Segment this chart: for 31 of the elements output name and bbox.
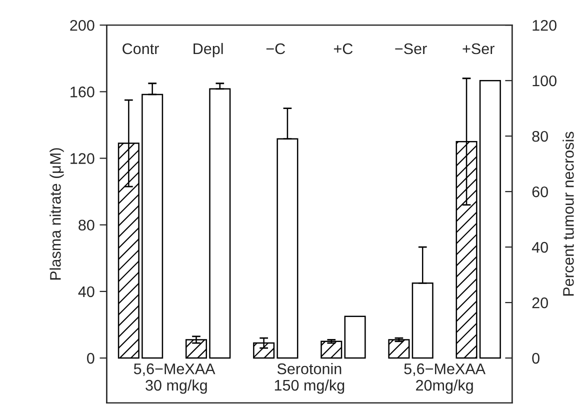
bar xyxy=(344,316,366,359)
x-tick-label: Contr xyxy=(122,43,159,54)
x-tick-label: +C xyxy=(334,43,353,54)
y-tick-label: 80 xyxy=(78,220,94,231)
y2-tick-label: 80 xyxy=(532,130,548,142)
y2-tick-label: 60 xyxy=(532,186,548,198)
annotation: Serotonin 150 mg/kg xyxy=(274,363,344,394)
y2-tick-label: 120 xyxy=(532,20,556,31)
y-tick-label: 120 xyxy=(70,153,94,164)
y2-tick-label: 40 xyxy=(532,242,548,253)
bar xyxy=(253,342,275,359)
y-tick-label: 0 xyxy=(87,352,94,364)
y-tick-label: 160 xyxy=(70,86,94,98)
bar xyxy=(479,80,501,359)
x-tick-label: +Ser xyxy=(462,43,494,54)
bar xyxy=(388,339,410,359)
y2-tick-label: 0 xyxy=(532,352,540,364)
bar xyxy=(320,340,342,359)
y-tick-label: 200 xyxy=(70,20,94,31)
y2-tick-label: 100 xyxy=(532,75,556,86)
y2-tick-label: 20 xyxy=(532,297,548,308)
y-axis-title: Plasma nitrate (μM) xyxy=(50,148,64,280)
x-tick-label: −Ser xyxy=(395,43,427,54)
x-tick-label: −C xyxy=(266,43,286,54)
annotation: 5,6−MeXAA 20mg/kg xyxy=(404,363,486,394)
y2-axis-title: Percent tumour necrosis xyxy=(562,132,574,296)
x-tick-label: Depl xyxy=(194,42,223,58)
y-tick-label: 40 xyxy=(78,286,94,298)
annotation: 5,6−MeXAA 30 mg/kg xyxy=(134,363,216,394)
bar xyxy=(185,339,208,359)
bar xyxy=(209,88,231,359)
